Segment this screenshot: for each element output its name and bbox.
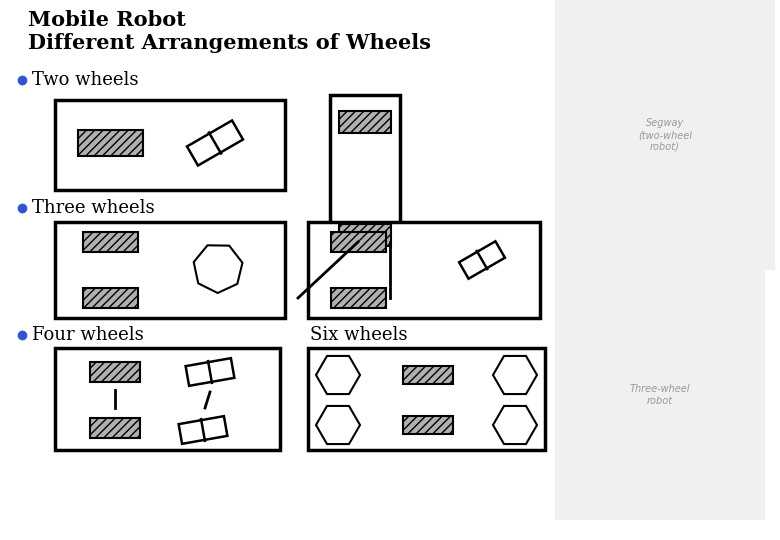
Bar: [55, 222, 285, 318]
Bar: [403, 366, 453, 384]
Text: Mobile Robot: Mobile Robot: [28, 10, 186, 30]
Bar: [83, 232, 137, 252]
Text: Six wheels: Six wheels: [310, 326, 407, 344]
Bar: [555, 0, 775, 270]
Polygon shape: [316, 406, 360, 444]
Bar: [90, 418, 140, 438]
Bar: [339, 111, 391, 133]
Bar: [77, 130, 143, 156]
Bar: [403, 416, 453, 434]
Polygon shape: [193, 245, 243, 293]
Text: Segway
(two-wheel
robot): Segway (two-wheel robot): [638, 118, 692, 152]
Bar: [339, 224, 391, 246]
Polygon shape: [493, 356, 537, 394]
Bar: [55, 100, 285, 190]
Bar: [186, 358, 234, 386]
Bar: [330, 95, 400, 262]
Bar: [90, 362, 140, 382]
Bar: [459, 241, 505, 279]
Polygon shape: [316, 356, 360, 394]
Bar: [308, 222, 540, 318]
Text: Three wheels: Three wheels: [32, 199, 154, 217]
Bar: [83, 288, 137, 308]
Text: Four wheels: Four wheels: [32, 326, 144, 344]
Polygon shape: [493, 406, 537, 444]
Bar: [555, 270, 765, 520]
Bar: [55, 348, 280, 450]
Text: Different Arrangements of Wheels: Different Arrangements of Wheels: [28, 33, 431, 53]
Bar: [187, 120, 243, 166]
Bar: [331, 288, 385, 308]
Text: Two wheels: Two wheels: [32, 71, 139, 89]
Text: Three-wheel
robot: Three-wheel robot: [629, 384, 690, 406]
Bar: [331, 232, 385, 252]
Bar: [179, 416, 228, 444]
Bar: [308, 348, 545, 450]
